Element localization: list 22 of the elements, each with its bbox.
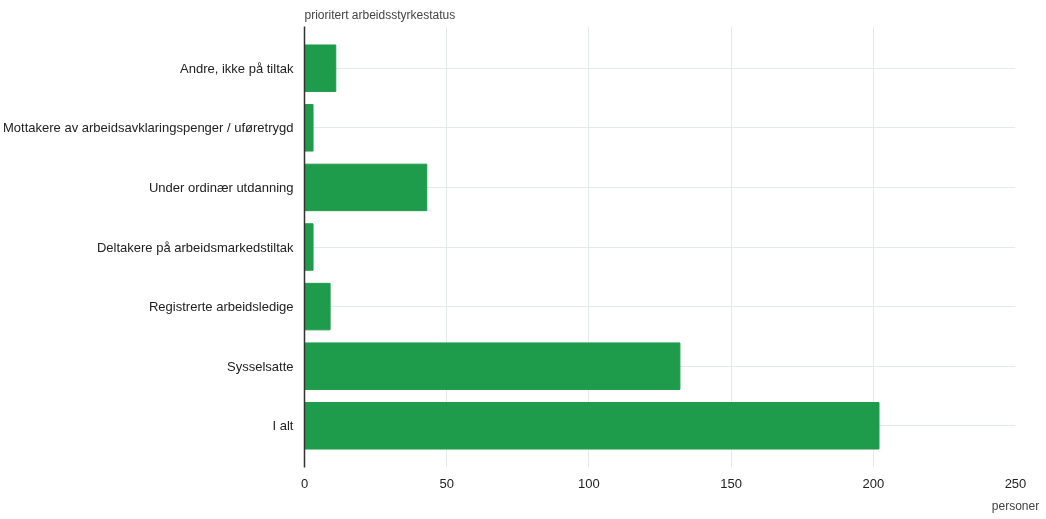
x-tick-label: 250 bbox=[1004, 475, 1027, 491]
x-tick-label: 200 bbox=[862, 475, 885, 491]
y-tick-label: Mottakere av arbeidsavklaringspenger / uføretrygd bbox=[3, 120, 294, 136]
bar bbox=[304, 163, 428, 212]
bar bbox=[304, 282, 331, 331]
bar bbox=[304, 104, 314, 152]
bar bbox=[304, 342, 681, 390]
y-tick-label: Sysselsatte bbox=[227, 358, 294, 374]
y-tick-label: Deltakere på arbeidsmarkedstiltak bbox=[96, 239, 294, 255]
x-tick-label: 100 bbox=[578, 475, 600, 491]
bar bbox=[304, 223, 314, 271]
y-tick-label: Registrerte arbeidsledige bbox=[148, 299, 294, 315]
x-tick-label: 150 bbox=[720, 475, 742, 491]
bar bbox=[304, 44, 337, 92]
y-axis-title: prioritert arbeidsstyrkestatus bbox=[304, 7, 456, 22]
bar bbox=[304, 402, 880, 450]
x-axis-title: personer bbox=[991, 498, 1040, 513]
y-tick-label: Under ordinær utdanning bbox=[148, 179, 294, 195]
x-tick-label: 50 bbox=[439, 475, 454, 491]
x-tick-label: 0 bbox=[300, 475, 309, 491]
y-tick-label: I alt bbox=[272, 418, 294, 434]
y-tick-label: Andre, ikke på tiltak bbox=[180, 60, 294, 76]
